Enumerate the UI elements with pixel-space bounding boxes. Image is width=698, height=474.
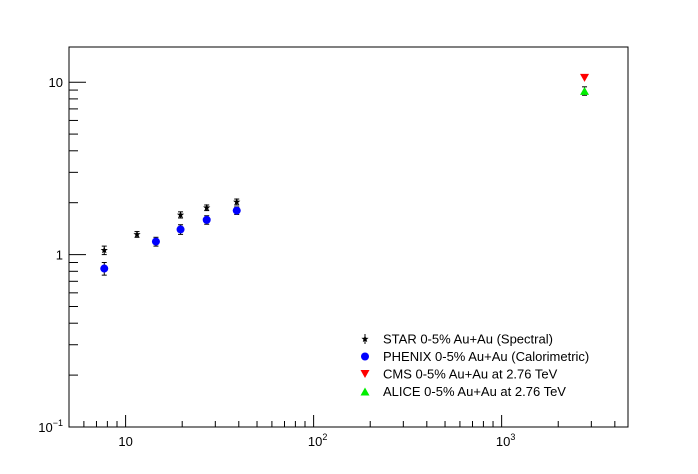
legend-entry: CMS 0-5% Au+Au at 2.76 TeV <box>360 367 558 382</box>
data-point <box>176 225 185 234</box>
y-tick-label: 1 <box>56 248 63 263</box>
legend-marker <box>360 387 370 396</box>
legend-marker <box>361 352 369 361</box>
data-point <box>233 198 241 206</box>
legend-label: STAR 0-5% Au+Au (Spectral) <box>383 332 553 347</box>
x-tick-label: 10 <box>118 434 132 449</box>
data-point <box>232 206 241 215</box>
series-triangle-down <box>580 73 590 82</box>
legend-label: ALICE 0-5% Au+Au at 2.76 TeV <box>383 384 566 399</box>
y-tick-label: 10 <box>49 75 63 90</box>
axes: 10 102 103 10−1 1 10 <box>38 75 616 449</box>
x-tick-label: 103 <box>496 432 515 449</box>
data-point <box>176 211 185 218</box>
plot-frame <box>68 46 629 428</box>
legend-entry: STAR 0-5% Au+Au (Spectral) <box>361 332 553 347</box>
data-point <box>203 203 211 211</box>
legend-entry: ALICE 0-5% Au+Au at 2.76 TeV <box>360 384 566 399</box>
data-point <box>580 86 590 95</box>
x-tick-label: 102 <box>308 432 327 449</box>
data-point <box>580 73 590 82</box>
series-circle <box>100 206 241 276</box>
series-star <box>100 198 241 256</box>
data-marks <box>100 73 590 276</box>
series-triangle-up <box>580 86 590 96</box>
data-point <box>100 246 108 254</box>
data-point <box>151 237 160 246</box>
legend: STAR 0-5% Au+Au (Spectral) PHENIX 0-5% Au… <box>360 332 589 399</box>
data-point <box>100 264 109 273</box>
data-point <box>202 215 211 224</box>
legend-label: CMS 0-5% Au+Au at 2.76 TeV <box>383 367 558 382</box>
legend-label: PHENIX 0-5% Au+Au (Calorimetric) <box>383 349 589 364</box>
legend-marker <box>360 370 370 378</box>
data-point <box>133 230 141 238</box>
y-tick-label: 10−1 <box>38 418 63 435</box>
legend-entry: PHENIX 0-5% Au+Au (Calorimetric) <box>361 349 589 364</box>
legend-marker <box>361 335 369 343</box>
